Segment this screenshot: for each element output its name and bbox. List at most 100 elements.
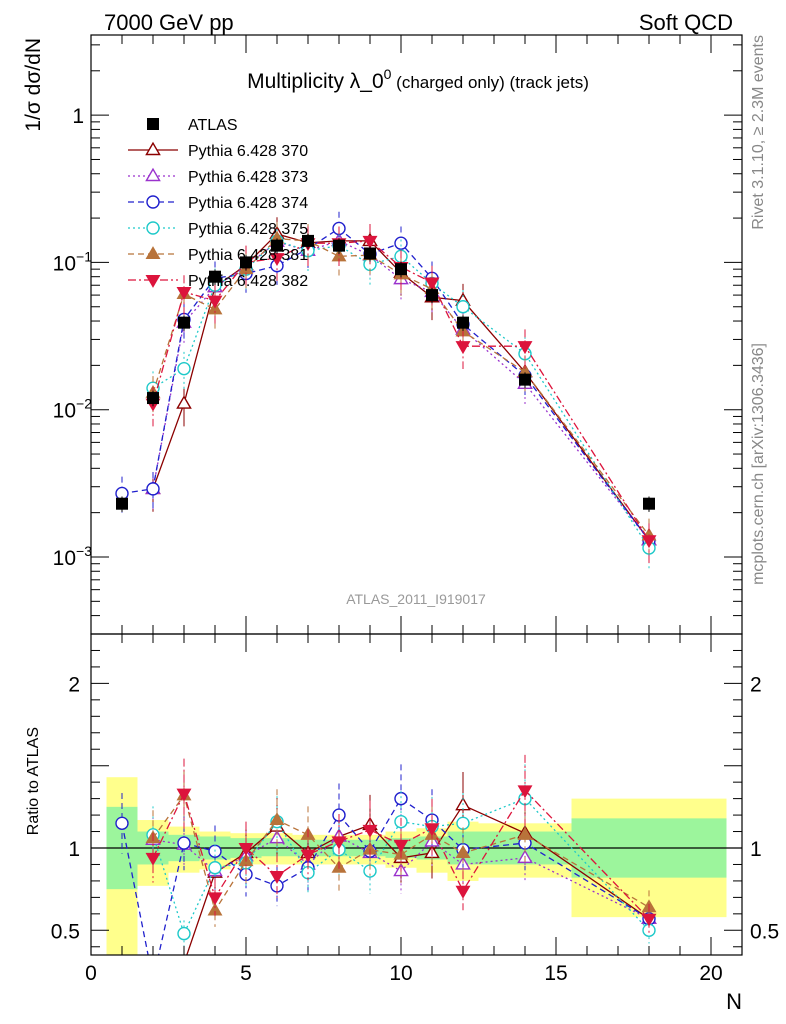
ratio-ytick-label-right: 0.5	[750, 920, 779, 943]
legend-entry-pythia-6-428-375: Pythia 6.428 375	[128, 221, 308, 238]
legend-entry-pythia-6-428-381: Pythia 6.428 381	[128, 246, 308, 264]
legend-entry-pythia-6-428-374: Pythia 6.428 374	[128, 195, 308, 212]
xtick-label: 20	[699, 962, 722, 985]
legend-entry-atlas: ATLAS	[147, 117, 238, 134]
ratio-ytick-label: 2	[68, 673, 80, 696]
series-pythia-6-428-374	[115, 211, 656, 564]
main-title-text: Multiplicity λ_0	[247, 70, 384, 93]
data-point	[517, 341, 533, 355]
data-point	[177, 361, 191, 376]
ratio-point	[641, 913, 657, 927]
ratio-point	[362, 824, 378, 838]
ratio-point	[207, 892, 223, 906]
data-point	[147, 392, 159, 405]
ratio-point	[177, 926, 191, 941]
legend-marker	[146, 195, 160, 209]
ratio-point	[115, 816, 129, 831]
data-point	[176, 395, 192, 409]
ratio-ylabel: Ratio to ATLAS	[25, 727, 42, 835]
data-point	[207, 295, 223, 309]
ratio-point	[300, 849, 316, 863]
legend-label: Pythia 6.428 374	[188, 195, 308, 212]
ratio-series-group	[91, 754, 742, 986]
ratio-point	[208, 861, 222, 875]
ratio-plot	[91, 754, 742, 986]
mcplots-text: mcplots.cern.ch [arXiv:1306.3436]	[750, 343, 767, 585]
data-point	[424, 277, 440, 291]
legend-marker	[145, 246, 161, 259]
ratio-ytick-label: 0.5	[51, 920, 80, 943]
ratio-point	[145, 852, 161, 866]
main-ytick-label: 10−2	[53, 396, 93, 423]
main-ytick-label: 1	[72, 105, 84, 128]
main-series-group	[115, 211, 657, 571]
xtick-label: 0	[85, 962, 97, 985]
legend-marker	[147, 118, 159, 130]
data-point	[116, 497, 128, 510]
data-point	[426, 289, 438, 302]
xtick-label: 5	[240, 962, 252, 985]
data-point	[519, 373, 531, 386]
data-point	[456, 300, 470, 314]
rivet-text: Rivet 3.1.10, ≥ 2.3M events	[750, 35, 767, 230]
ratio-frame	[90, 633, 743, 956]
ratio-point	[424, 823, 440, 837]
data-point	[394, 236, 408, 250]
data-point	[178, 316, 190, 329]
ratio-ytick-label-right: 1	[750, 838, 762, 861]
data-point	[302, 234, 314, 247]
analysis-id: ATLAS_2011_I919017	[346, 591, 486, 607]
ratio-point	[176, 788, 192, 802]
data-point	[240, 256, 252, 269]
ratio-point	[517, 826, 533, 840]
xtick-label: 10	[389, 962, 412, 985]
main-ytick-label: 10−3	[53, 543, 93, 570]
legend-entry-pythia-6-428-373: Pythia 6.428 373	[128, 167, 308, 186]
ratio-ytick-label: 1	[68, 838, 80, 861]
header-left: 7000 GeV pp	[104, 10, 234, 35]
data-point	[641, 535, 657, 549]
ratio-point	[147, 974, 159, 986]
main-ylabel: 1/σ dσ/dN	[22, 38, 45, 132]
data-point	[333, 239, 345, 252]
main-title: Multiplicity λ_00 (charged only) (track …	[247, 66, 589, 93]
ratio-uncertainty-bands	[106, 777, 727, 955]
ratio-point	[331, 836, 347, 850]
data-point	[643, 497, 655, 510]
main-plot	[115, 211, 657, 571]
main-ytick-label: 10−1	[53, 248, 93, 275]
ratio-point	[177, 836, 191, 850]
main-title-sup: 0	[384, 66, 392, 82]
xlabel: N	[726, 989, 742, 1014]
ratio-point	[455, 845, 471, 858]
xtick-label: 15	[544, 962, 567, 985]
header-right: Soft QCD	[639, 10, 733, 35]
ratio-ytick-label-right: 2	[750, 673, 762, 696]
legend-label: Pythia 6.428 381	[188, 247, 308, 264]
data-point	[209, 270, 221, 283]
axes: 1 10−1 10−2 10−3 0 5 10 15 20 0.5 0.5 1 1 2 2	[51, 34, 779, 985]
legend-label: Pythia 6.428 373	[188, 169, 308, 186]
ratio-point	[269, 870, 285, 884]
data-point	[176, 286, 192, 300]
series-atlas	[116, 233, 655, 512]
data-point	[146, 482, 160, 496]
legend-entry-pythia-6-428-370: Pythia 6.428 370	[128, 141, 308, 160]
series-line	[121, 227, 650, 541]
data-point	[457, 316, 469, 329]
legend: ATLAS Pythia 6.428 370 Pythia 6.428 373 Pyt…	[128, 117, 308, 290]
legend-marker	[145, 275, 161, 288]
legend-marker	[145, 167, 161, 182]
data-point	[455, 341, 471, 355]
ratio-point	[238, 843, 254, 856]
main-title-suffix: (charged only) (track jets)	[391, 73, 588, 92]
ratio-point	[517, 785, 533, 799]
legend-marker	[145, 141, 161, 156]
ratio-point	[146, 973, 159, 984]
ratio-point	[455, 885, 471, 899]
legend-label: ATLAS	[188, 117, 238, 134]
ratio-point	[183, 954, 185, 955]
legend-marker	[146, 221, 160, 235]
data-point	[271, 239, 283, 252]
